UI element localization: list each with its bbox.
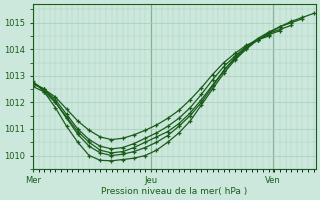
X-axis label: Pression niveau de la mer( hPa ): Pression niveau de la mer( hPa ) — [101, 187, 247, 196]
